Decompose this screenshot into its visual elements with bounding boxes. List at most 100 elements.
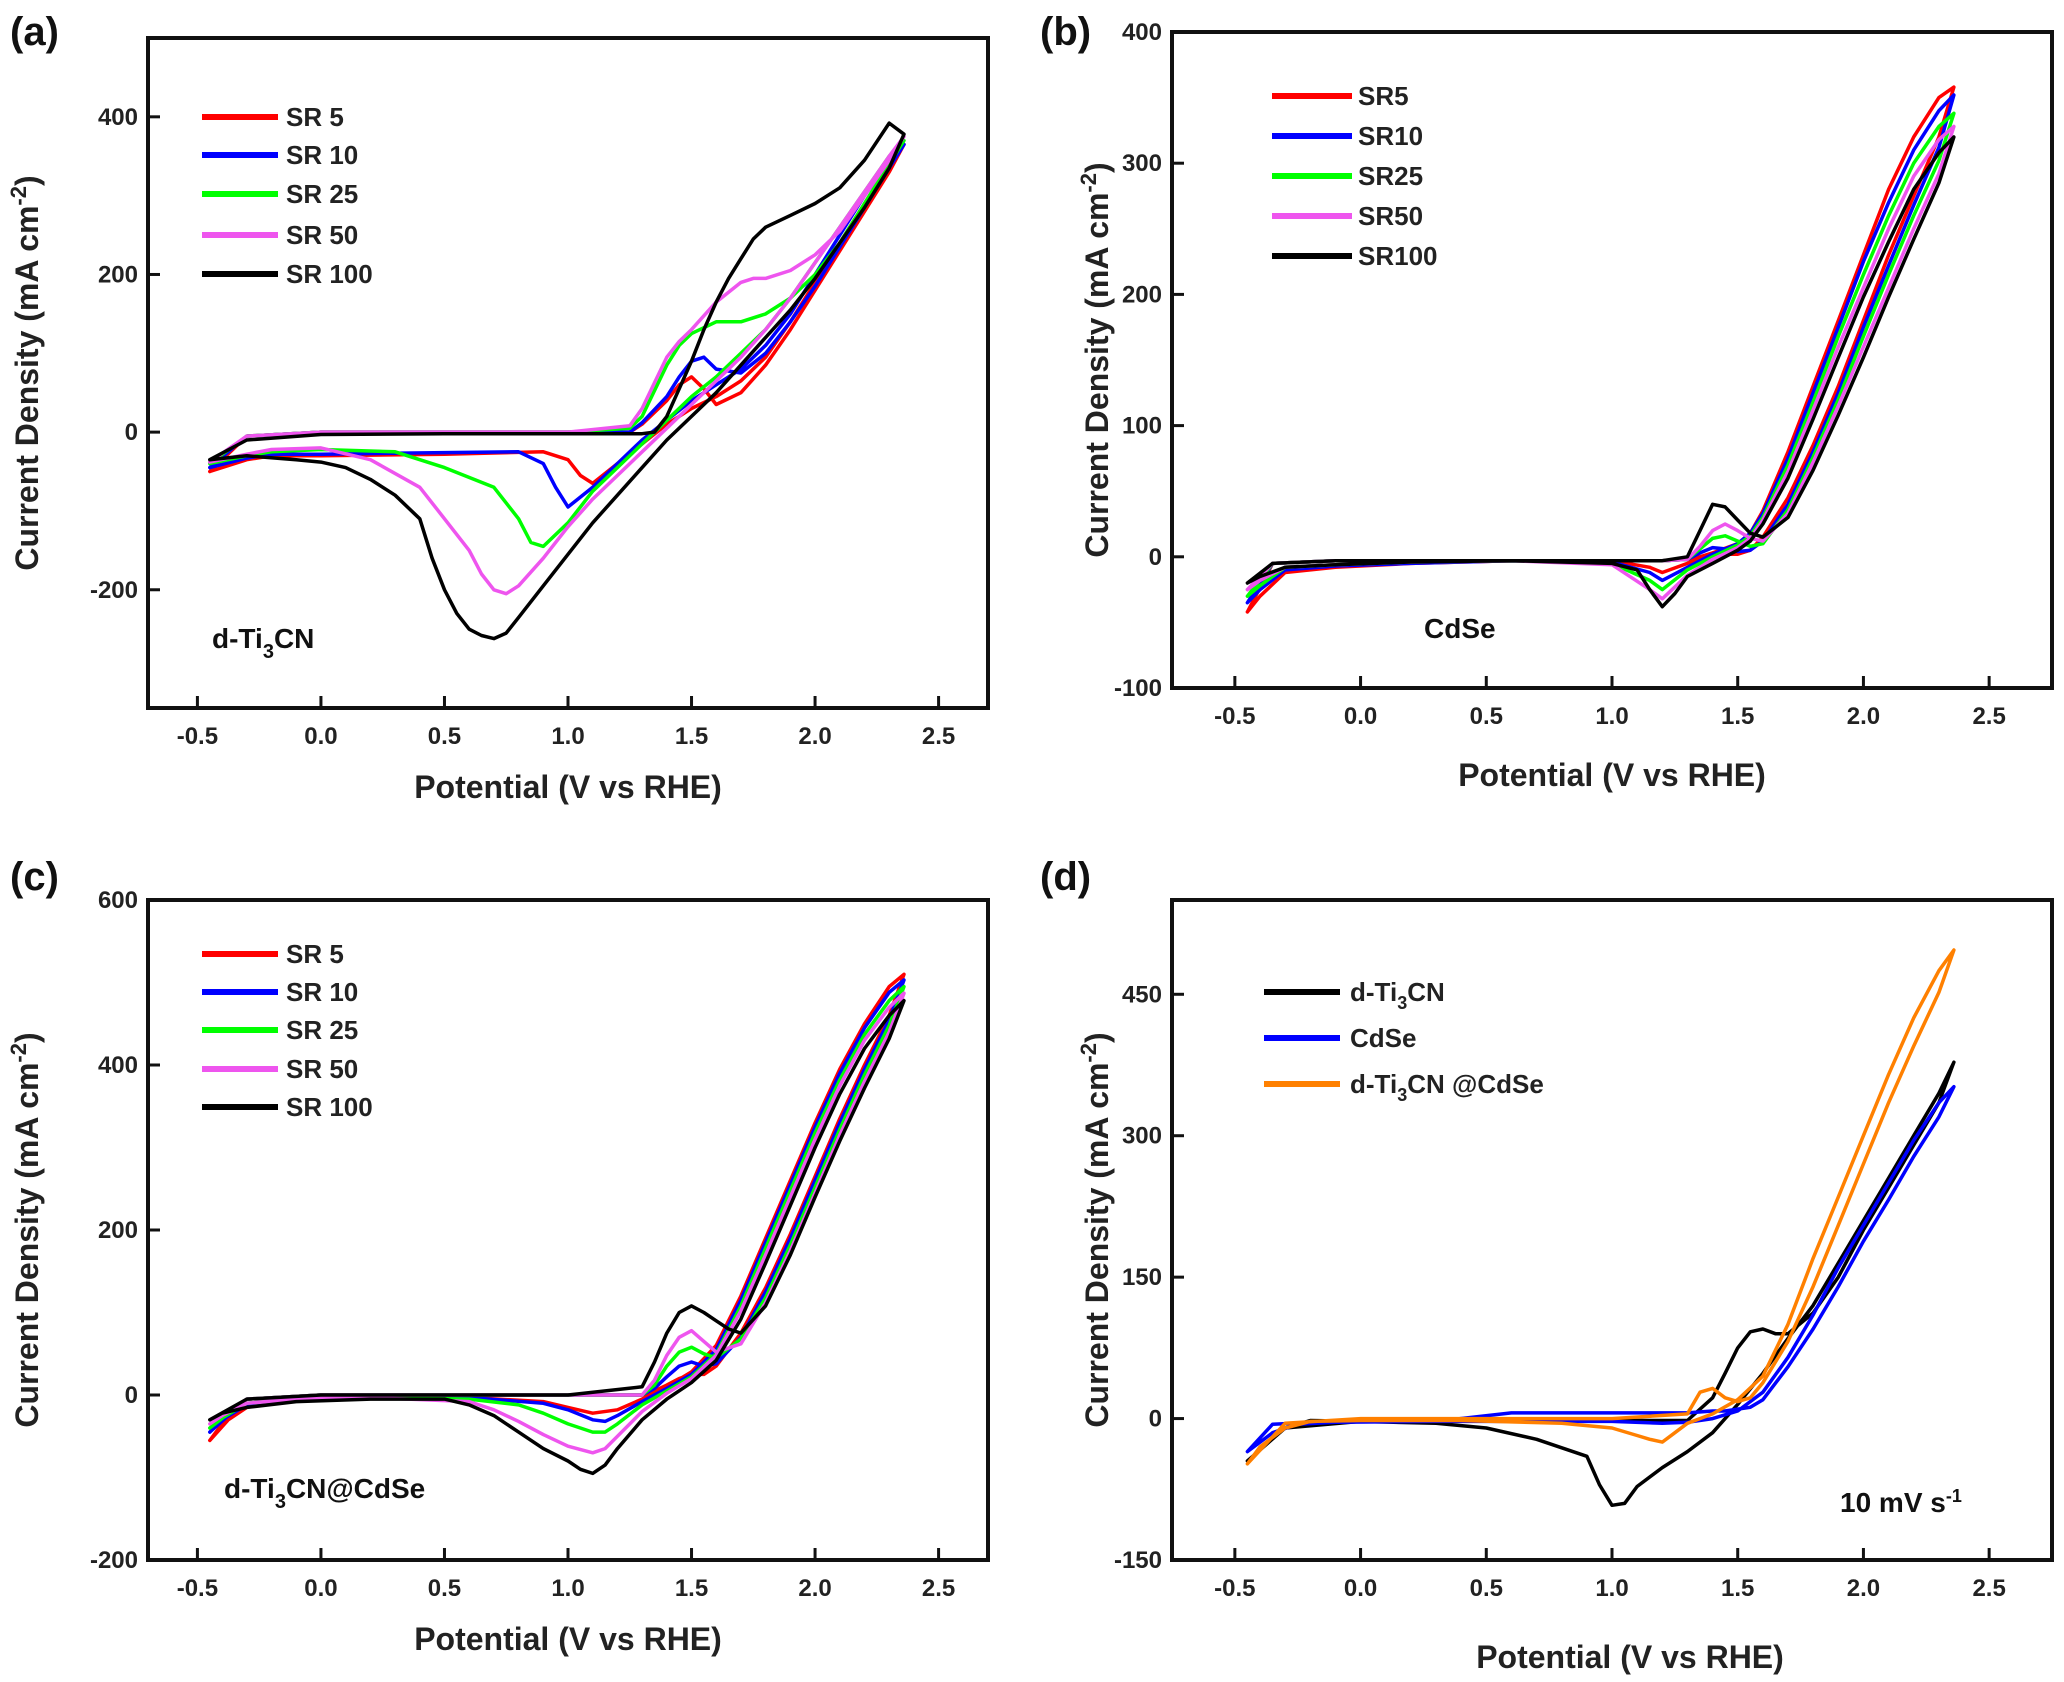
x-tick-label: -0.5 <box>177 1575 218 1602</box>
y-tick-label: 600 <box>98 887 138 914</box>
panel-a-x-axis-label: Potential (V vs RHE) <box>414 769 722 805</box>
series-d-ti3cn <box>1245 1060 1956 1508</box>
legend-label-sr5: SR 5 <box>286 939 344 969</box>
legend-label-sr100: SR100 <box>1358 241 1438 271</box>
y-tick-label: -200 <box>90 1547 138 1574</box>
panel-c-y-axis-text: Current Density (mA cm <box>9 1063 45 1428</box>
x-tick-label: 2.5 <box>922 723 955 750</box>
legend-label-sr25: SR 25 <box>286 179 358 209</box>
panel-b-y-axis-close: ) <box>1079 162 1115 173</box>
panel-d-y-axis-close: ) <box>1079 1032 1115 1043</box>
panel-d-scan-rate-text: 10 mV s <box>1840 1487 1946 1518</box>
x-tick-label: 0.5 <box>428 723 461 750</box>
legend-label-sr10: SR 10 <box>286 977 358 1007</box>
x-tick-label: 0.0 <box>1344 1575 1377 1602</box>
panel-d-scan-rate-superscript: -1 <box>1946 1486 1962 1506</box>
x-tick-label: 1.5 <box>1721 703 1754 730</box>
series-sr-5 <box>208 972 906 1443</box>
panel-a-y-axis-superscript: -2 <box>6 186 31 206</box>
panel-b-y-axis-text: Current Density (mA cm <box>1079 193 1115 558</box>
y-tick-label: 200 <box>98 261 138 288</box>
x-tick-label: 0.5 <box>1470 703 1503 730</box>
x-tick-label: -0.5 <box>1214 1575 1255 1602</box>
panel-c-y-axis-close: ) <box>9 1032 45 1043</box>
legend-d-ti3cn-cdse-suffix: CN @CdSe <box>1407 1069 1544 1099</box>
panel-d-scan-rate-label: 10 mV s-1 <box>1840 1486 1962 1518</box>
panel-b: (b) -0.5 0.0 0.5 1.0 1.5 2.0 2.5 -100 0 100 200 30… <box>1040 10 2054 793</box>
panel-b-series <box>1245 85 1956 614</box>
x-tick-label: 0.0 <box>304 1575 337 1602</box>
panel-c-y-axis-label: Current Density (mA cm-2) <box>6 1032 45 1427</box>
y-tick-label: 150 <box>1122 1264 1162 1291</box>
x-tick-label: -0.5 <box>1214 703 1255 730</box>
y-tick-label: 0 <box>125 1382 138 1409</box>
panel-a-y-axis-close: ) <box>9 175 45 186</box>
x-tick-label: 2.0 <box>1847 703 1880 730</box>
panel-d-legend: d-Ti3CN CdSe d-Ti3CN @CdSe <box>1264 977 1544 1105</box>
x-tick-label: 2.5 <box>1972 1575 2005 1602</box>
legend-label-d-ti3cn-cdse: d-Ti3CN @CdSe <box>1350 1069 1544 1105</box>
y-tick-label: -100 <box>1114 675 1162 702</box>
series-sr25 <box>1245 111 1956 598</box>
series-sr-100 <box>208 121 906 641</box>
panel-c-series <box>208 972 906 1476</box>
series-sr-10 <box>208 978 906 1434</box>
panel-label-b: (b) <box>1040 10 1091 54</box>
panel-b-plot-frame <box>1170 30 2054 690</box>
panel-c-sample-label: d-Ti3CN@CdSe <box>224 1473 425 1513</box>
legend-label-sr25: SR25 <box>1358 161 1423 191</box>
panel-b-y-axis-label: Current Density (mA cm-2) <box>1076 162 1115 557</box>
legend-label-d-ti3cn: d-Ti3CN <box>1350 977 1445 1013</box>
panel-c-y-ticks: -200 0 200 400 600 <box>90 887 160 1574</box>
panel-a-y-axis-label: Current Density (mA cm-2) <box>6 175 45 570</box>
x-tick-label: 2.0 <box>798 723 831 750</box>
legend-label-sr100: SR 100 <box>286 1092 373 1122</box>
series-sr-50 <box>208 991 906 1455</box>
panel-c-x-ticks: -0.5 0.0 0.5 1.0 1.5 2.0 2.5 <box>177 1548 955 1602</box>
legend-d-ti3cn-suffix: CN <box>1407 977 1445 1007</box>
series-sr5 <box>1245 85 1956 614</box>
y-tick-label: -200 <box>90 577 138 604</box>
panel-label-a: (a) <box>10 10 59 54</box>
legend-label-sr25: SR 25 <box>286 1015 358 1045</box>
series-sr-25 <box>208 984 906 1434</box>
panel-a-plot-frame <box>146 36 990 710</box>
panel-b-legend: SR5 SR10 SR25 SR50 SR100 <box>1272 81 1438 271</box>
x-tick-label: 1.5 <box>675 1575 708 1602</box>
y-tick-label: 400 <box>98 104 138 131</box>
x-tick-label: -0.5 <box>177 723 218 750</box>
panel-a-sample-text: d-Ti <box>212 623 263 654</box>
x-tick-label: 2.0 <box>798 1575 831 1602</box>
series-d-ti3cn-cdse <box>1245 948 1956 1466</box>
y-tick-label: 300 <box>1122 150 1162 177</box>
panel-a-y-axis-text: Current Density (mA cm <box>9 206 45 571</box>
panel-a-legend: SR 5 SR 10 SR 25 SR 50 SR 100 <box>202 102 373 289</box>
series-sr-50 <box>208 134 906 596</box>
x-tick-label: 2.5 <box>922 1575 955 1602</box>
x-tick-label: 1.5 <box>1721 1575 1754 1602</box>
panel-b-x-axis-label: Potential (V vs RHE) <box>1458 757 1766 793</box>
panel-a-sample-label: d-Ti3CN <box>212 623 314 663</box>
legend-d-ti3cn-text: d-Ti <box>1350 977 1397 1007</box>
y-tick-label: 100 <box>1122 413 1162 440</box>
x-tick-label: 2.5 <box>1972 703 2005 730</box>
legend-label-cdse: CdSe <box>1350 1023 1416 1053</box>
panel-c-sample-suffix: CN@CdSe <box>286 1473 425 1504</box>
series-sr-100 <box>208 998 906 1476</box>
panel-c-x-axis-label: Potential (V vs RHE) <box>414 1621 722 1657</box>
panel-b-y-axis-superscript: -2 <box>1076 173 1101 193</box>
legend-d-ti3cn-cdse-text: d-Ti <box>1350 1069 1397 1099</box>
legend-label-sr10: SR10 <box>1358 121 1423 151</box>
y-tick-label: 0 <box>1149 1406 1162 1433</box>
panel-label-d: (d) <box>1040 855 1091 899</box>
series-sr100 <box>1245 135 1956 609</box>
panel-d-y-axis-label: Current Density (mA cm-2) <box>1076 1032 1115 1427</box>
panel-a-y-ticks: -200 0 200 400 <box>90 104 160 604</box>
x-tick-label: 1.0 <box>1595 1575 1628 1602</box>
x-tick-label: 0.5 <box>1470 1575 1503 1602</box>
panel-d-x-ticks: -0.5 0.0 0.5 1.0 1.5 2.0 2.5 <box>1214 1548 2006 1602</box>
legend-label-sr10: SR 10 <box>286 140 358 170</box>
panel-a: (a) -0.5 0.0 0.5 1.0 1.5 2.0 2.5 -200 0 200 400 P… <box>6 10 990 805</box>
panel-b-sample-label: CdSe <box>1424 613 1496 644</box>
